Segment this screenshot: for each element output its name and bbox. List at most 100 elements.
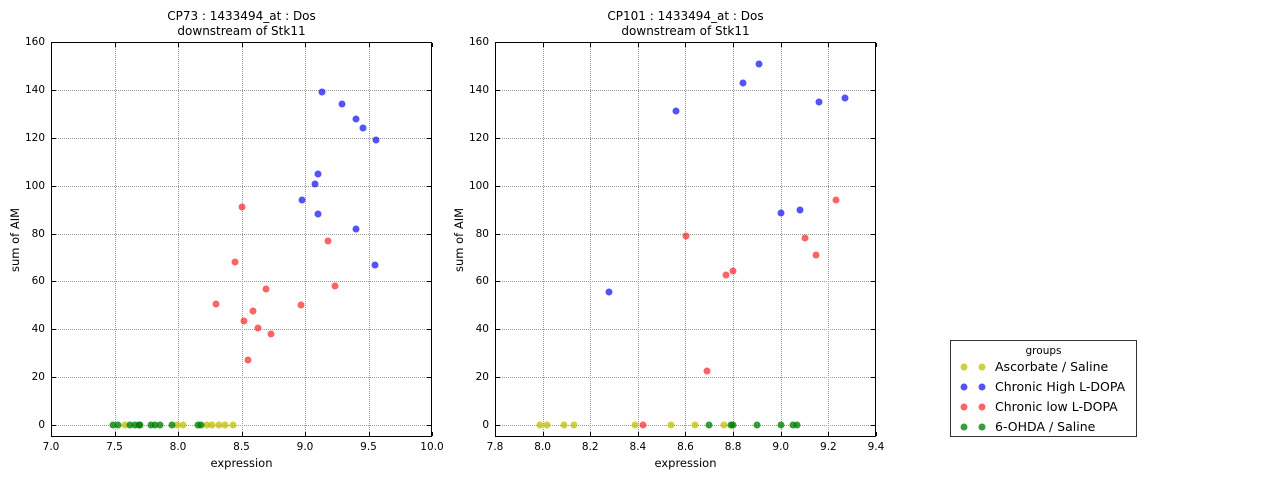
data-point <box>672 107 680 115</box>
y-tickmark <box>52 42 56 43</box>
data-point <box>570 421 578 429</box>
gridline-vertical <box>733 43 734 436</box>
data-point <box>812 251 820 259</box>
data-point <box>324 237 332 245</box>
data-point <box>109 421 117 429</box>
x-tickmark <box>178 432 179 436</box>
legend-entry-label: 6-OHDA / Saline <box>995 419 1096 434</box>
y-tick-label: 0 <box>38 419 45 432</box>
legend-marker-dot <box>978 363 986 371</box>
data-point <box>739 79 747 87</box>
x-tickmark-top <box>828 43 829 47</box>
y-tickmark <box>496 234 500 235</box>
gridline-vertical <box>828 43 829 436</box>
data-point <box>314 170 322 178</box>
data-point <box>114 421 122 429</box>
gridline-horizontal <box>52 186 431 187</box>
data-point <box>631 421 639 429</box>
data-point <box>815 98 823 106</box>
legend-entry: 6-OHDA / Saline <box>951 417 1136 437</box>
y-tickmark-right <box>427 329 431 330</box>
legend-marker-dot <box>960 383 968 391</box>
x-tickmark <box>543 432 544 436</box>
data-point <box>121 421 129 429</box>
y-tickmark <box>52 329 56 330</box>
data-point <box>793 421 801 429</box>
data-point <box>238 203 245 211</box>
y-tickmark <box>496 425 500 426</box>
data-point <box>297 301 305 309</box>
gridline-vertical <box>781 43 782 436</box>
x-tickmark <box>115 432 116 436</box>
legend-entry: Ascorbate / Saline <box>951 357 1136 377</box>
data-point <box>536 421 544 429</box>
y-tickmark <box>496 329 500 330</box>
data-point <box>832 196 840 204</box>
x-tick-label: 9.0 <box>772 441 790 453</box>
data-point <box>691 421 699 429</box>
gridline-horizontal <box>52 425 431 426</box>
data-point <box>753 421 761 429</box>
data-point <box>136 421 144 429</box>
data-point <box>729 267 737 275</box>
legend-entries: Ascorbate / Saline Chronic High L-DOPA Chr… <box>951 357 1136 437</box>
legend-marker-dot <box>960 423 968 431</box>
data-point <box>605 288 613 296</box>
y-tickmark-right <box>871 42 875 43</box>
data-point <box>208 421 216 429</box>
data-point <box>371 261 379 269</box>
x-tickmark <box>876 432 877 436</box>
data-point <box>372 136 380 144</box>
legend-entry: Chronic High L-DOPA <box>951 377 1136 397</box>
data-point <box>147 421 155 429</box>
x-tickmark <box>305 432 306 436</box>
y-tickmark-right <box>427 377 431 378</box>
x-tickmark-top <box>242 43 243 47</box>
y-tick-label: 160 <box>24 36 45 48</box>
gridline-horizontal <box>52 138 431 139</box>
x-axis-label: expression <box>210 456 273 470</box>
gridline-horizontal <box>52 377 431 378</box>
x-tick-label: 8.6 <box>677 441 694 453</box>
data-point <box>314 210 322 218</box>
x-tick-label: 8.5 <box>233 441 250 453</box>
axes-frame <box>51 42 432 437</box>
gridline-vertical <box>685 43 686 436</box>
x-tickmark <box>495 432 496 436</box>
x-tickmark <box>432 432 433 436</box>
y-tickmark <box>496 42 500 43</box>
gridline-vertical <box>242 43 243 436</box>
x-tickmark-top <box>590 43 591 47</box>
legend-entry-label: Chronic High L-DOPA <box>995 379 1126 394</box>
gridline-vertical <box>115 43 116 436</box>
x-tickmark <box>638 432 639 436</box>
x-tickmark-top <box>543 43 544 47</box>
data-point <box>126 421 134 429</box>
data-point <box>359 124 367 132</box>
y-tickmark <box>52 186 56 187</box>
data-point <box>682 232 689 240</box>
data-point <box>229 421 237 429</box>
legend-marker-dot <box>978 403 986 411</box>
y-tickmark-right <box>871 329 875 330</box>
gridline-horizontal <box>52 329 431 330</box>
data-point <box>244 356 252 364</box>
y-tickmark <box>496 90 500 91</box>
x-tick-label: 7.5 <box>106 441 123 453</box>
data-point <box>560 421 568 429</box>
x-tickmark <box>733 432 734 436</box>
y-tickmark-right <box>871 234 875 235</box>
y-tick-label: 0 <box>482 419 489 432</box>
x-tickmark-top <box>733 43 734 47</box>
gridline-vertical <box>178 43 179 436</box>
gridline-vertical <box>305 43 306 436</box>
data-point <box>179 421 187 429</box>
data-point <box>639 421 647 429</box>
data-point <box>254 324 262 332</box>
y-tick-label: 20 <box>475 371 489 384</box>
y-tickmark <box>52 138 56 139</box>
data-point <box>249 307 257 315</box>
y-tick-label: 20 <box>31 371 45 384</box>
data-point <box>240 317 248 325</box>
